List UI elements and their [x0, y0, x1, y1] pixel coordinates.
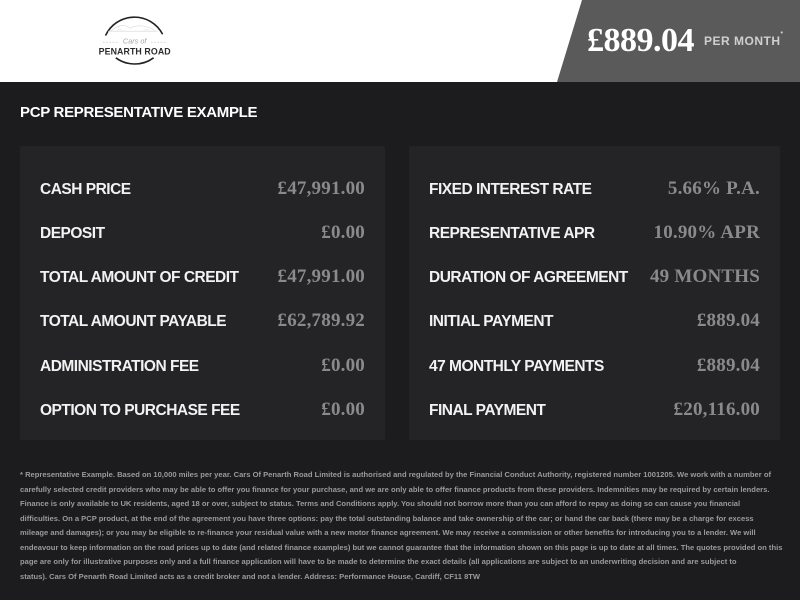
svg-text:PENARTH ROAD: PENARTH ROAD [99, 47, 171, 57]
svg-text:Cars of: Cars of [123, 37, 147, 46]
